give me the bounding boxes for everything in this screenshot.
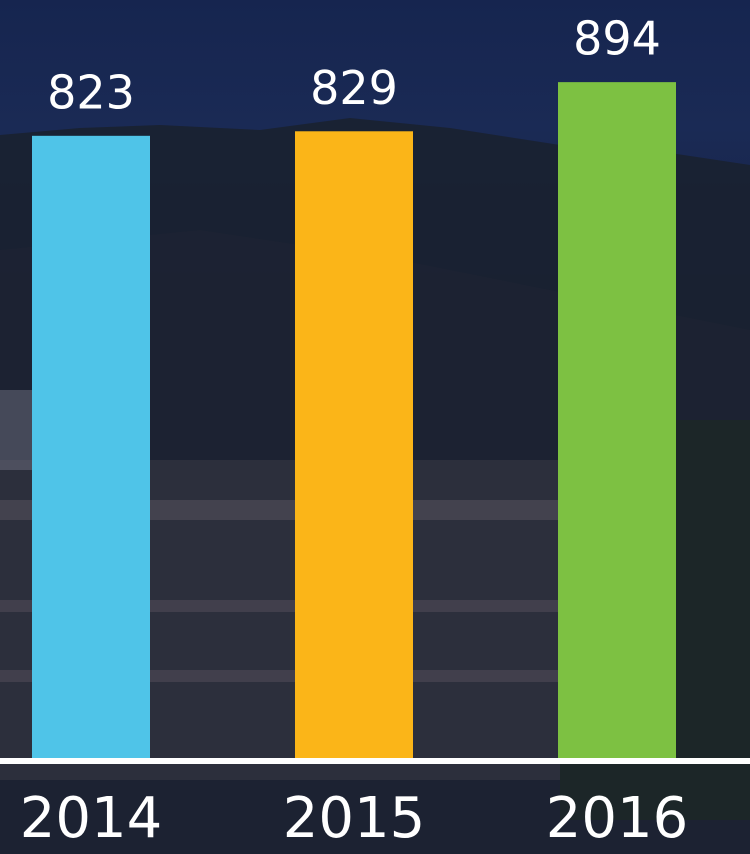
- x-tick-label: 2014: [20, 786, 163, 851]
- value-label: 894: [573, 12, 661, 66]
- x-tick-label: 2016: [546, 786, 689, 851]
- value-label: 829: [310, 61, 398, 115]
- bar: [32, 135, 150, 758]
- baseline: [0, 758, 750, 764]
- bar: [295, 131, 413, 758]
- x-tick-label: 2015: [283, 786, 426, 851]
- bar: [558, 82, 676, 759]
- value-label: 823: [47, 65, 135, 119]
